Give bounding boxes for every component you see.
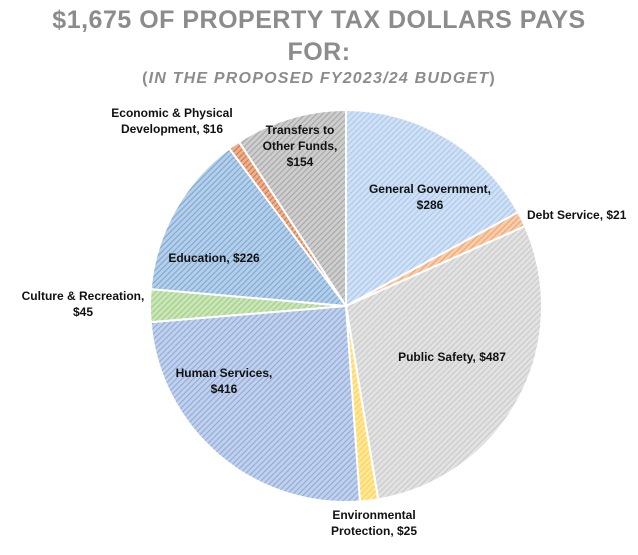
data-label-economic-physical-development: Economic & Physical Development, $16 [111,106,232,136]
data-label-general-government: General Government, $286 [369,182,491,212]
subtitle-open-paren: ( [142,70,149,87]
chart-title-line-1: $1,675 OF PROPERTY TAX DOLLARS PAYS [52,6,586,34]
chart-subtitle: (IN THE PROPOSED FY2023/24 BUDGET) [0,70,638,88]
data-label-culture-recreation: Culture & Recreation, $45 [22,289,145,319]
pie-slice-general-government [345,108,520,308]
data-label-human-services: Human Services, $416 [176,366,273,396]
pie-slices [149,108,543,503]
pie-slice-transfers-to-other-funds [237,108,347,310]
pie-slice-public-safety [344,224,543,501]
pie-slice-human-services [149,304,362,503]
data-label-public-safety: Public Safety, $487 [398,350,506,364]
data-label-education: Education, $226 [168,251,260,265]
data-label-debt-service: Debt Service, $21 [527,208,627,222]
subtitle-close-paren: ) [489,70,496,87]
chart-title-line-2: FOR: [287,38,351,66]
data-label-environmental-protection: Environmental Protection, $25 [331,508,417,538]
pie-labels: General Government, $286 Debt Service, $21… [22,106,627,538]
pie-slice-education [149,147,349,308]
subtitle-text: IN THE PROPOSED FY2023/24 BUDGET [148,70,490,87]
data-label-transfers-to-other-funds: Transfers to Other Funds, $154 [263,123,338,169]
